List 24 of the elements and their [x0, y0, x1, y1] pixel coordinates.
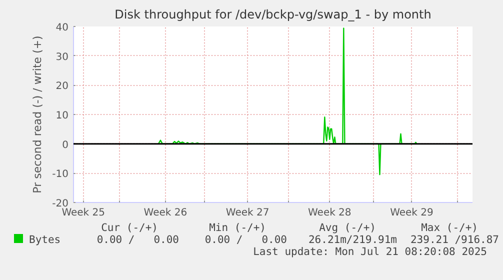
y-tick-label: 30: [56, 52, 69, 63]
y-tick-label: 10: [56, 110, 69, 122]
x-tick-label: Week 26: [144, 208, 188, 218]
text: Last update: Mon Jul 21 08:20:08 2025: [252, 246, 487, 258]
text: 26.21m/219.91m: [307, 234, 397, 246]
y-tick-label: -10: [52, 169, 69, 180]
text: Min (-/+): [208, 222, 266, 234]
y-tick-label: 20: [56, 81, 69, 92]
chart-title: Disk throughput for /dev/bckp-vg/swap_1 - by month: [114, 8, 432, 22]
y-tick-label: 40: [56, 22, 69, 34]
x-tick-label: Week 29: [390, 208, 434, 218]
text: Avg (-/+): [318, 222, 376, 234]
x-tick-label: Week 27: [226, 208, 270, 218]
y-axis-title: Pr second read (-) / write (+): [31, 36, 44, 194]
text: 239.21 /916.87: [409, 234, 499, 246]
text: Max (-/+): [420, 222, 478, 234]
y-tick-label: -20: [52, 198, 69, 210]
text: Cur (-/+): [100, 222, 158, 234]
text: 0.00 / 0.00: [204, 234, 287, 246]
x-tick-label: Week 25: [62, 208, 106, 218]
y-tick-label: 0: [62, 140, 69, 151]
x-tick-label: Week 28: [308, 208, 352, 218]
text: 0.00 / 0.00: [96, 234, 179, 246]
legend-label: Bytes: [28, 234, 61, 246]
